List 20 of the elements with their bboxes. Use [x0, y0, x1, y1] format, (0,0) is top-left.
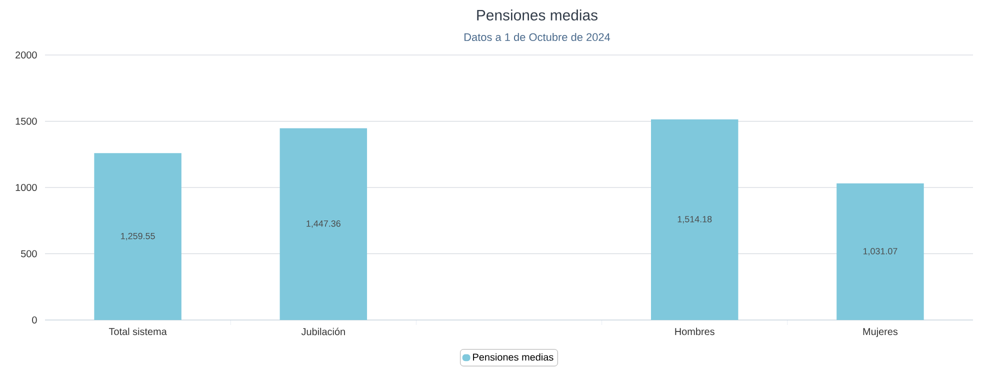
- bar: [836, 183, 924, 320]
- legend-label: Pensiones medias: [473, 353, 554, 361]
- bar: [94, 153, 182, 320]
- y-tick-label: 0: [32, 316, 37, 324]
- chart-subtitle: Datos a 1 de Octubre de 2024: [464, 32, 610, 42]
- data-label: 1,447.36: [306, 220, 340, 228]
- chart-title: Pensiones medias: [477, 10, 598, 20]
- y-tick-label: 2000: [16, 51, 37, 59]
- y-tick-label: 1000: [16, 184, 37, 192]
- bar: [650, 119, 738, 320]
- data-label: 1,259.55: [121, 232, 155, 240]
- data-label: 1,031.07: [863, 248, 898, 256]
- bar: [280, 128, 368, 320]
- x-tick-label: Mujeres: [863, 328, 898, 338]
- data-label: 1,514.18: [678, 216, 712, 224]
- y-tick-label: 1500: [16, 118, 37, 125]
- x-tick-label: Hombres: [675, 328, 714, 336]
- x-tick-label: Jubilación: [301, 328, 345, 336]
- y-tick-label: 500: [21, 250, 37, 258]
- x-tick-label: Total sistema: [108, 328, 167, 336]
